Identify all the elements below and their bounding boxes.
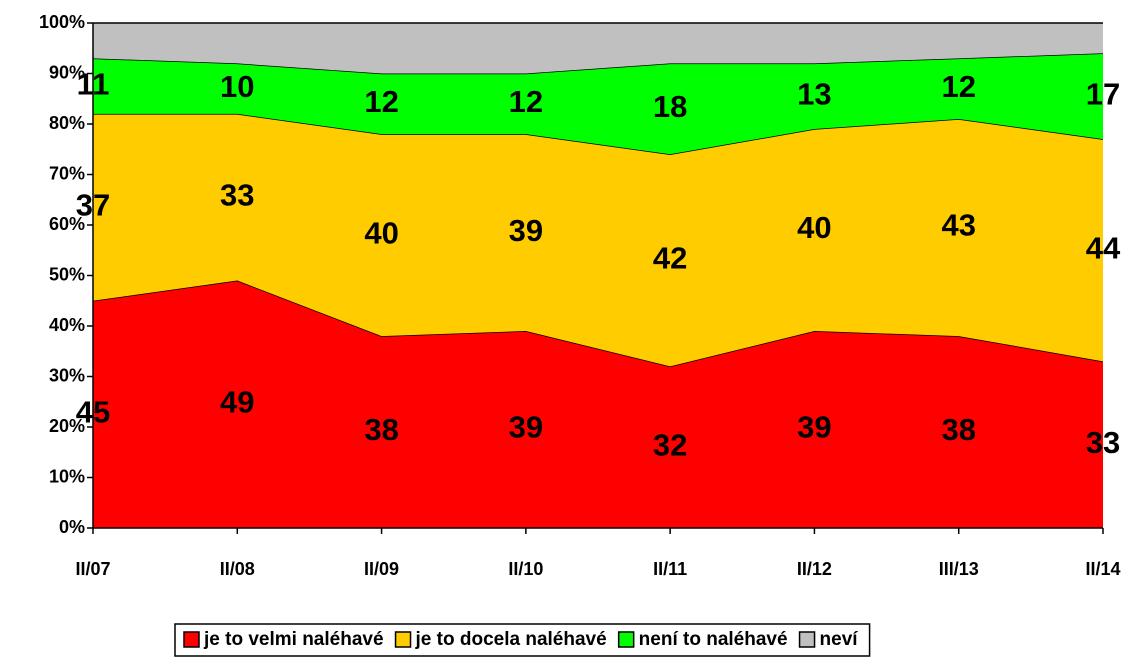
data-label: 12 [364, 84, 398, 119]
data-label: 39 [509, 410, 543, 445]
legend-label: je to velmi naléhavé [203, 629, 384, 650]
y-tick-label: 60% [49, 214, 85, 234]
data-label: 12 [941, 69, 975, 104]
x-tick-label: II/11 [653, 559, 687, 579]
data-label: 49 [220, 384, 254, 419]
y-tick-label: 10% [49, 466, 85, 486]
data-label: 38 [364, 412, 398, 447]
data-label: 43 [941, 208, 975, 243]
y-tick-label: 20% [49, 416, 85, 436]
legend-box [174, 623, 871, 657]
area [93, 53, 1103, 155]
legend-swatch [798, 631, 816, 648]
area [93, 23, 1103, 74]
legend-swatch [394, 631, 412, 648]
area [93, 113, 1103, 367]
legend-swatch [183, 631, 200, 648]
data-label: 10 [220, 69, 254, 104]
legend-label: neví [820, 629, 859, 650]
data-label: 38 [941, 412, 975, 447]
x-tick-label: II/12 [797, 559, 832, 579]
x-tick-label: III/13 [939, 559, 979, 579]
data-label: 17 [1086, 76, 1120, 111]
data-label: 39 [509, 213, 543, 248]
y-tick-label: 30% [49, 365, 85, 385]
y-tick-label: 40% [49, 315, 85, 335]
legend-swatch [617, 631, 635, 648]
y-tick-label: 70% [49, 163, 85, 183]
data-label: 12 [509, 84, 543, 119]
data-label: 18 [653, 89, 687, 124]
x-tick-label: II/08 [220, 559, 255, 579]
data-label: 39 [797, 410, 831, 445]
legend-label: je to docela naléhavé [415, 629, 607, 650]
x-tick-label: II/07 [75, 559, 110, 579]
data-label: 32 [653, 427, 687, 462]
x-tick-label: II/10 [508, 559, 543, 579]
area [93, 280, 1103, 528]
data-label: 40 [797, 210, 831, 245]
data-label: 33 [1086, 425, 1120, 460]
y-tick-label: 0% [59, 517, 85, 537]
data-label: 42 [653, 241, 687, 276]
y-tick-label: 90% [49, 62, 85, 82]
legend: je to velmi naléhavé je to docela naléhav… [174, 623, 871, 657]
data-label: 40 [364, 215, 398, 250]
legend-label: není to naléhavé [639, 629, 788, 650]
data-label: 44 [1086, 230, 1121, 265]
x-tick-label: II/09 [364, 559, 399, 579]
data-label: 13 [797, 76, 831, 111]
y-tick-label: 100% [39, 12, 85, 32]
y-tick-label: 50% [49, 264, 85, 284]
y-tick-label: 80% [49, 113, 85, 133]
data-label: 33 [220, 177, 254, 212]
x-tick-label: II/14 [1085, 559, 1120, 579]
